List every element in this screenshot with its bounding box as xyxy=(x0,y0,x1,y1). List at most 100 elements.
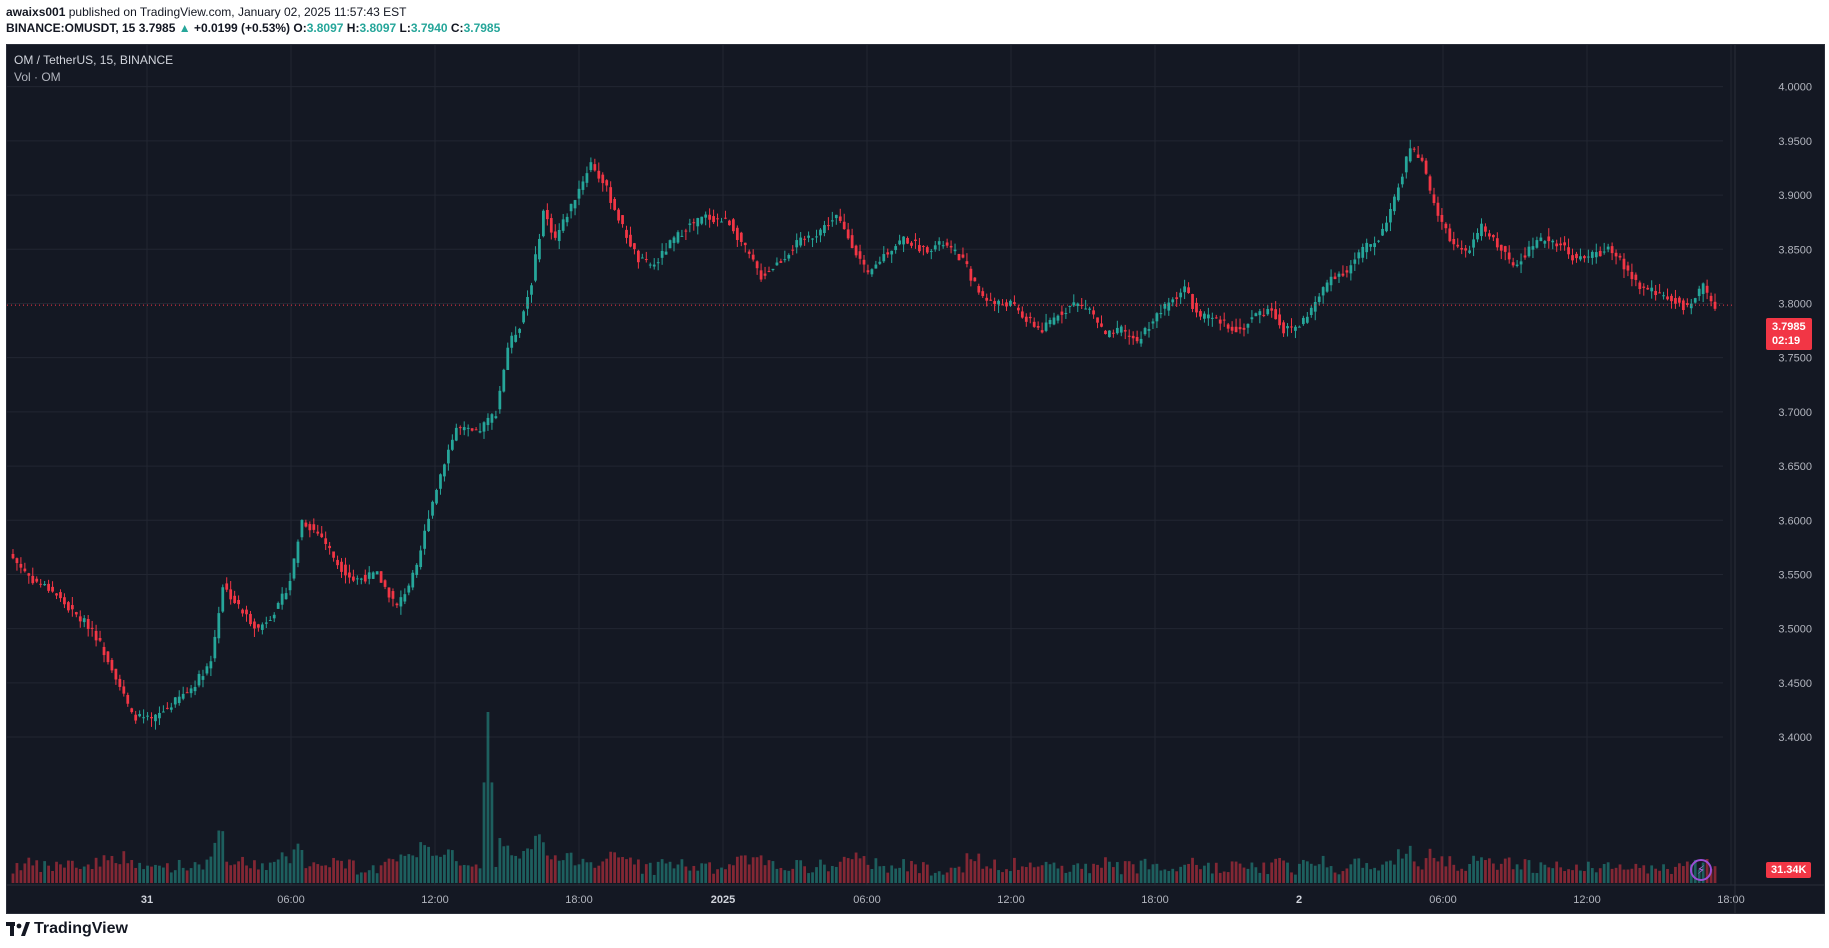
candle-body xyxy=(1040,330,1044,333)
volume-bar xyxy=(280,852,284,883)
y-tick-label: 4.0000 xyxy=(1778,82,1812,94)
volume-bar xyxy=(502,846,506,883)
volume-bar xyxy=(1262,862,1266,883)
candle-body xyxy=(965,261,969,265)
volume-bar xyxy=(957,866,961,883)
candle-body xyxy=(886,252,890,255)
candle-body xyxy=(59,592,62,599)
volume-bar xyxy=(494,866,498,883)
candle-body xyxy=(1092,310,1095,315)
volume-bar xyxy=(1393,864,1396,883)
candle-body xyxy=(142,717,145,719)
candle-body xyxy=(506,347,510,371)
volume-bar xyxy=(668,861,672,883)
candle-body xyxy=(648,264,652,266)
candle-body xyxy=(842,221,846,230)
volume-bar xyxy=(1515,864,1519,883)
symbol-line: BINANCE:OMUSDT, 15 xyxy=(6,21,136,35)
chart-panel[interactable]: 4.0000 3.9500 3.9000 3.8500 3.8000 3.7500 3.70… xyxy=(6,44,1825,914)
volume-bar xyxy=(1678,863,1681,883)
volume-bar xyxy=(1666,869,1669,883)
volume-bar xyxy=(320,865,324,883)
candle-body xyxy=(257,624,260,628)
volume-bar xyxy=(114,863,118,883)
candle-body xyxy=(1460,247,1464,250)
candle-body xyxy=(15,558,19,564)
volume-bar xyxy=(1622,869,1626,883)
candle-body xyxy=(1301,317,1305,325)
volume-bar xyxy=(1381,864,1384,883)
candlestick-chart[interactable]: 4.0000 3.9500 3.9000 3.8500 3.8000 3.7500 3.70… xyxy=(7,45,1824,913)
candle-body xyxy=(1590,251,1594,258)
candle-body xyxy=(854,245,858,256)
candle-body xyxy=(553,231,557,238)
volume-bar xyxy=(672,868,676,883)
legend-volume[interactable]: Vol · OM xyxy=(14,70,61,84)
volume-bar xyxy=(648,862,652,883)
volume-bar xyxy=(783,870,787,883)
volume-bar xyxy=(637,859,640,883)
candle-body xyxy=(39,583,43,585)
volume-bar xyxy=(997,870,1000,883)
candle-body xyxy=(542,210,545,237)
candle-body xyxy=(538,238,541,260)
legend-symbol[interactable]: OM / TetherUS, 15, BINANCE xyxy=(14,53,174,67)
volume-bar xyxy=(98,866,102,883)
candle-body xyxy=(910,242,913,246)
volume-bar xyxy=(1111,867,1115,883)
volume-bar xyxy=(1491,863,1495,883)
volume-bar xyxy=(1404,853,1408,883)
volume-bar xyxy=(237,861,240,883)
candle-body xyxy=(1282,322,1285,334)
candle-body xyxy=(783,259,787,261)
volume-bar xyxy=(458,865,462,883)
candle-body xyxy=(838,216,842,221)
volume-bar xyxy=(189,868,193,883)
author-name[interactable]: awaixs001 xyxy=(6,5,66,19)
volume-bar xyxy=(55,861,58,883)
volume-bar xyxy=(684,866,688,883)
countdown-value: 02:19 xyxy=(1772,335,1801,347)
volume-bar xyxy=(1286,862,1289,883)
volume-bar xyxy=(819,859,822,883)
volume-bar xyxy=(300,849,304,883)
volume-bar xyxy=(1143,858,1147,883)
candle-body xyxy=(1630,271,1634,280)
volume-bar xyxy=(1298,863,1301,883)
volume-bar xyxy=(573,865,577,883)
lightning-bolt-icon[interactable]: ⚡ xyxy=(1690,859,1712,881)
volume-bar xyxy=(185,870,189,883)
volume-bar xyxy=(1092,863,1095,883)
candle-body xyxy=(217,613,221,639)
volume-bar xyxy=(933,872,937,883)
volume-bar xyxy=(961,872,965,883)
volume-bar xyxy=(561,860,565,883)
candle-body xyxy=(106,651,110,663)
volume-bar xyxy=(146,865,149,883)
footer-brand[interactable]: TradingView xyxy=(6,920,128,938)
volume-bar xyxy=(755,857,759,883)
candle-body xyxy=(1151,321,1155,324)
candle-body xyxy=(617,209,620,221)
candle-body xyxy=(1559,243,1563,246)
volume-bar xyxy=(1341,871,1345,883)
candle-body xyxy=(1060,311,1064,315)
candle-body xyxy=(795,240,799,248)
volume-bar xyxy=(225,861,229,883)
last-price-badge-value: 3.7985 xyxy=(1772,321,1806,333)
volume-bar xyxy=(276,859,280,883)
volume-bar xyxy=(1535,873,1539,883)
candle-body xyxy=(1507,252,1511,260)
candle-body xyxy=(929,250,933,252)
volume-bar xyxy=(205,859,209,883)
candle-body xyxy=(1519,261,1523,265)
volume-bar xyxy=(1488,858,1491,883)
candle-body xyxy=(573,200,577,209)
candle-body xyxy=(1020,311,1024,318)
volume-bar xyxy=(253,860,256,883)
x-tick-label: 2025 xyxy=(711,894,735,906)
candle-body xyxy=(1072,302,1076,306)
volume-bar xyxy=(728,864,731,883)
volume-bar xyxy=(842,856,846,883)
candle-body xyxy=(720,221,723,223)
